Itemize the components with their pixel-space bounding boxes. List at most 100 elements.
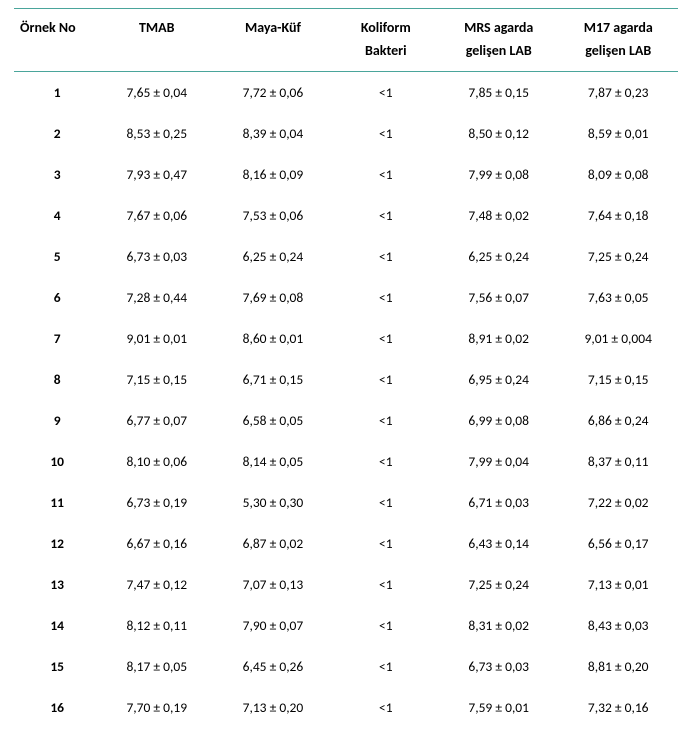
table-row: 96,77 ± 0,076,58 ± 0,05<16,99 ± 0,086,86…: [14, 400, 678, 441]
cell-kol: <1: [333, 646, 439, 687]
table-body: 17,65 ± 0,047,72 ± 0,06<17,85 ± 0,157,87…: [14, 72, 678, 729]
cell-no: 7: [14, 318, 100, 359]
cell-m17: 8,37 ± 0,11: [558, 441, 678, 482]
col-header-m17-label2: gelişen LAB: [562, 36, 674, 59]
cell-tmab: 8,53 ± 0,25: [100, 113, 213, 154]
cell-mrs: 6,99 ± 0,08: [439, 400, 559, 441]
table-row: 37,93 ± 0,478,16 ± 0,09<17,99 ± 0,088,09…: [14, 154, 678, 195]
table-row: 108,10 ± 0,068,14 ± 0,05<17,99 ± 0,048,3…: [14, 441, 678, 482]
cell-mk: 5,30 ± 0,30: [213, 482, 333, 523]
cell-m17: 8,43 ± 0,03: [558, 605, 678, 646]
cell-mk: 8,39 ± 0,04: [213, 113, 333, 154]
col-header-tmab-label: TMAB: [139, 19, 175, 36]
cell-mrs: 6,25 ± 0,24: [439, 236, 559, 277]
col-header-m17-label1: M17 agarda: [584, 19, 653, 36]
table-container: Örnek No TMAB Maya-Küf Koliform Bakteri …: [0, 0, 692, 748]
cell-m17: 7,13 ± 0,01: [558, 564, 678, 605]
cell-mrs: 7,25 ± 0,24: [439, 564, 559, 605]
col-header-m17: M17 agarda gelişen LAB: [558, 9, 678, 72]
cell-m17: 8,09 ± 0,08: [558, 154, 678, 195]
cell-tmab: 7,67 ± 0,06: [100, 195, 213, 236]
col-header-mk-label: Maya-Küf: [245, 19, 301, 36]
cell-mrs: 6,43 ± 0,14: [439, 523, 559, 564]
col-header-kol-label1: Koliform: [361, 19, 411, 36]
cell-no: 16: [14, 687, 100, 728]
cell-mk: 8,60 ± 0,01: [213, 318, 333, 359]
cell-mrs: 7,56 ± 0,07: [439, 277, 559, 318]
cell-no: 11: [14, 482, 100, 523]
cell-mk: 6,45 ± 0,26: [213, 646, 333, 687]
cell-kol: <1: [333, 72, 439, 114]
cell-mrs: 7,99 ± 0,04: [439, 441, 559, 482]
col-header-tmab: TMAB: [100, 9, 213, 72]
col-header-no: Örnek No: [14, 9, 100, 72]
table-header: Örnek No TMAB Maya-Küf Koliform Bakteri …: [14, 9, 678, 72]
col-header-mrs-label2: gelişen LAB: [443, 36, 555, 59]
col-header-mrs: MRS agarda gelişen LAB: [439, 9, 559, 72]
cell-no: 5: [14, 236, 100, 277]
col-header-no-label: Örnek No: [20, 19, 76, 36]
table-row: 28,53 ± 0,258,39 ± 0,04<18,50 ± 0,128,59…: [14, 113, 678, 154]
cell-no: 4: [14, 195, 100, 236]
cell-m17: 7,64 ± 0,18: [558, 195, 678, 236]
cell-kol: <1: [333, 236, 439, 277]
cell-m17: 7,22 ± 0,02: [558, 482, 678, 523]
cell-mk: 7,69 ± 0,08: [213, 277, 333, 318]
cell-tmab: 6,73 ± 0,19: [100, 482, 213, 523]
cell-mk: 8,16 ± 0,09: [213, 154, 333, 195]
cell-m17: 7,87 ± 0,23: [558, 72, 678, 114]
cell-no: 13: [14, 564, 100, 605]
cell-mrs: 8,50 ± 0,12: [439, 113, 559, 154]
cell-kol: <1: [333, 687, 439, 728]
cell-m17: 8,81 ± 0,20: [558, 646, 678, 687]
table-row: 79,01 ± 0,018,60 ± 0,01<18,91 ± 0,029,01…: [14, 318, 678, 359]
cell-tmab: 7,93 ± 0,47: [100, 154, 213, 195]
table-row: 148,12 ± 0,117,90 ± 0,07<18,31 ± 0,028,4…: [14, 605, 678, 646]
cell-no: 3: [14, 154, 100, 195]
cell-kol: <1: [333, 113, 439, 154]
col-header-kol-label2: Bakteri: [337, 36, 435, 59]
cell-tmab: 9,01 ± 0,01: [100, 318, 213, 359]
cell-kol: <1: [333, 277, 439, 318]
cell-mrs: 6,73 ± 0,03: [439, 646, 559, 687]
cell-mrs: 6,95 ± 0,24: [439, 359, 559, 400]
cell-mrs: 7,59 ± 0,01: [439, 687, 559, 728]
cell-no: 6: [14, 277, 100, 318]
cell-no: 10: [14, 441, 100, 482]
cell-mrs: 8,91 ± 0,02: [439, 318, 559, 359]
cell-tmab: 6,67 ± 0,16: [100, 523, 213, 564]
table-row: 126,67 ± 0,166,87 ± 0,02<16,43 ± 0,146,5…: [14, 523, 678, 564]
cell-tmab: 8,17 ± 0,05: [100, 646, 213, 687]
cell-mrs: 6,71 ± 0,03: [439, 482, 559, 523]
cell-tmab: 8,10 ± 0,06: [100, 441, 213, 482]
cell-no: 2: [14, 113, 100, 154]
cell-m17: 6,56 ± 0,17: [558, 523, 678, 564]
cell-no: 12: [14, 523, 100, 564]
data-table: Örnek No TMAB Maya-Küf Koliform Bakteri …: [14, 8, 678, 728]
cell-mk: 7,90 ± 0,07: [213, 605, 333, 646]
cell-m17: 7,15 ± 0,15: [558, 359, 678, 400]
cell-mk: 7,07 ± 0,13: [213, 564, 333, 605]
cell-kol: <1: [333, 564, 439, 605]
cell-tmab: 7,47 ± 0,12: [100, 564, 213, 605]
cell-tmab: 7,70 ± 0,19: [100, 687, 213, 728]
cell-no: 1: [14, 72, 100, 114]
cell-mrs: 7,48 ± 0,02: [439, 195, 559, 236]
cell-m17: 9,01 ± 0,004: [558, 318, 678, 359]
cell-kol: <1: [333, 154, 439, 195]
cell-kol: <1: [333, 400, 439, 441]
cell-tmab: 8,12 ± 0,11: [100, 605, 213, 646]
cell-tmab: 7,65 ± 0,04: [100, 72, 213, 114]
cell-kol: <1: [333, 441, 439, 482]
cell-m17: 7,25 ± 0,24: [558, 236, 678, 277]
col-header-mrs-label1: MRS agarda: [464, 19, 533, 36]
cell-mk: 6,58 ± 0,05: [213, 400, 333, 441]
cell-mk: 6,87 ± 0,02: [213, 523, 333, 564]
cell-kol: <1: [333, 605, 439, 646]
cell-m17: 7,63 ± 0,05: [558, 277, 678, 318]
cell-mk: 6,71 ± 0,15: [213, 359, 333, 400]
cell-m17: 6,86 ± 0,24: [558, 400, 678, 441]
cell-tmab: 6,73 ± 0,03: [100, 236, 213, 277]
cell-m17: 8,59 ± 0,01: [558, 113, 678, 154]
table-row: 116,73 ± 0,195,30 ± 0,30<16,71 ± 0,037,2…: [14, 482, 678, 523]
